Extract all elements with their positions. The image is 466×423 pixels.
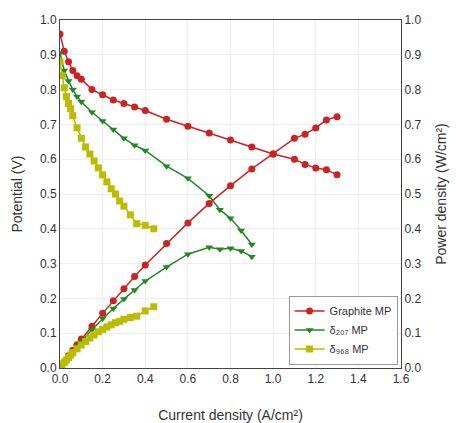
svg-text:0.6: 0.6: [40, 152, 57, 166]
svg-text:0.5: 0.5: [40, 187, 57, 201]
svg-text:0.5: 0.5: [404, 187, 421, 201]
svg-text:1.4: 1.4: [350, 372, 367, 386]
svg-text:0.0: 0.0: [404, 361, 421, 375]
svg-text:0.3: 0.3: [40, 257, 57, 271]
svg-text:Potential (V): Potential (V): [9, 155, 25, 232]
svg-text:Graphite MP: Graphite MP: [330, 305, 392, 317]
svg-text:1.0: 1.0: [265, 372, 282, 386]
svg-text:0.0: 0.0: [40, 361, 57, 375]
svg-text:0.4: 0.4: [137, 372, 154, 386]
svg-text:0.2: 0.2: [404, 292, 421, 306]
svg-text:0.2: 0.2: [94, 372, 111, 386]
svg-text:0.9: 0.9: [40, 48, 57, 62]
svg-text:1.0: 1.0: [404, 13, 421, 27]
svg-text:0.6: 0.6: [404, 152, 421, 166]
svg-text:0.0: 0.0: [52, 372, 69, 386]
svg-text:δ₂₀₇ MP: δ₂₀₇ MP: [330, 324, 368, 336]
svg-text:Current density (A/cm²): Current density (A/cm²): [158, 407, 303, 423]
svg-text:0.2: 0.2: [40, 292, 57, 306]
svg-text:Power density (W/cm²): Power density (W/cm²): [433, 123, 449, 265]
svg-text:0.3: 0.3: [404, 257, 421, 271]
svg-text:0.7: 0.7: [404, 118, 421, 132]
svg-text:0.4: 0.4: [404, 222, 421, 236]
svg-text:1.6: 1.6: [393, 372, 410, 386]
svg-text:0.7: 0.7: [40, 118, 57, 132]
svg-text:0.6: 0.6: [180, 372, 197, 386]
svg-text:1.2: 1.2: [307, 372, 324, 386]
svg-text:0.4: 0.4: [40, 222, 57, 236]
svg-text:0.9: 0.9: [404, 48, 421, 62]
svg-text:0.8: 0.8: [222, 372, 239, 386]
svg-text:0.8: 0.8: [404, 83, 421, 97]
svg-text:0.1: 0.1: [404, 326, 421, 340]
svg-text:δ₉₆₈ MP: δ₉₆₈ MP: [330, 343, 369, 355]
svg-text:0.8: 0.8: [40, 83, 57, 97]
svg-text:1.0: 1.0: [40, 13, 57, 27]
svg-text:0.1: 0.1: [40, 326, 57, 340]
